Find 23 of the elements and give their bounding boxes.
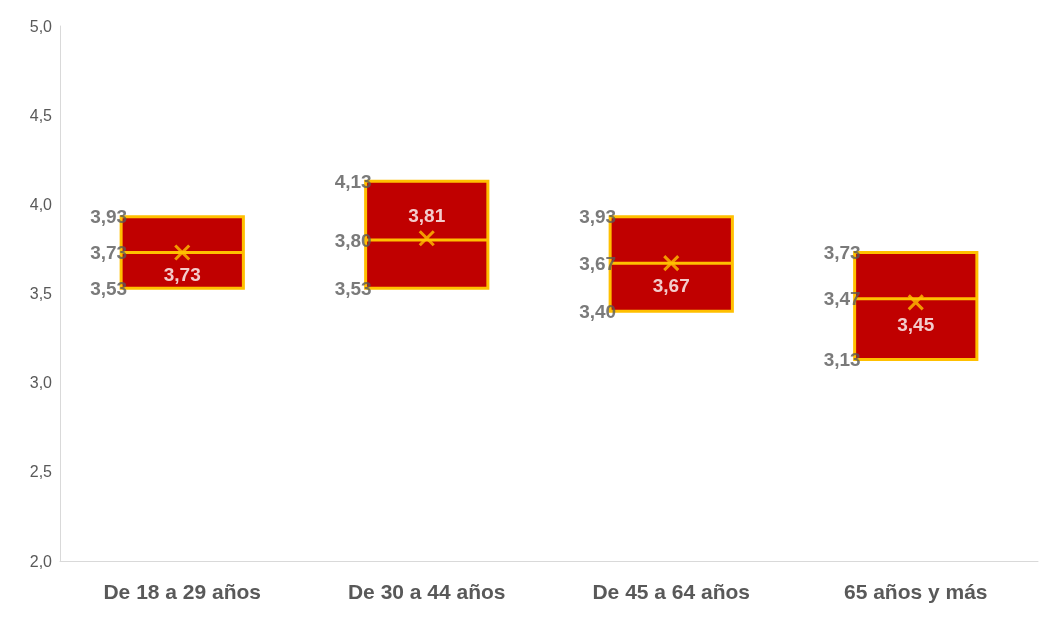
y-tick-label: 3,5 — [29, 285, 53, 302]
annotation: 3,93 — [579, 206, 617, 228]
x-tick-label: 65 años y más — [843, 580, 988, 603]
x-tick-label: De 45 a 64 años — [592, 580, 751, 603]
annotation: 4,13 — [334, 170, 372, 192]
annotation: 3,40 — [579, 300, 617, 322]
annotation: 3,45 — [897, 314, 935, 336]
annotation: 3,81 — [408, 205, 446, 227]
annotation: 3,13 — [823, 348, 861, 370]
y-tick-label: 5,0 — [29, 17, 53, 35]
annotation: 3,67 — [652, 275, 690, 297]
y-tick-label: 4,0 — [29, 195, 53, 213]
annotation: 3,93 — [90, 206, 128, 228]
annotation: 3,53 — [90, 277, 128, 299]
annotation: 3,53 — [334, 277, 372, 299]
y-tick-label: 3,0 — [29, 374, 53, 392]
y-tick-label: 2,0 — [29, 552, 53, 570]
annotation: 3,73 — [163, 264, 201, 286]
x-tick-label: De 18 a 29 años — [103, 580, 262, 603]
x-tick-label: De 30 a 44 años — [347, 580, 506, 603]
annotation: 3,73 — [823, 241, 861, 263]
y-tick-label: 2,5 — [29, 463, 53, 481]
y-tick-label: 4,5 — [29, 106, 53, 124]
